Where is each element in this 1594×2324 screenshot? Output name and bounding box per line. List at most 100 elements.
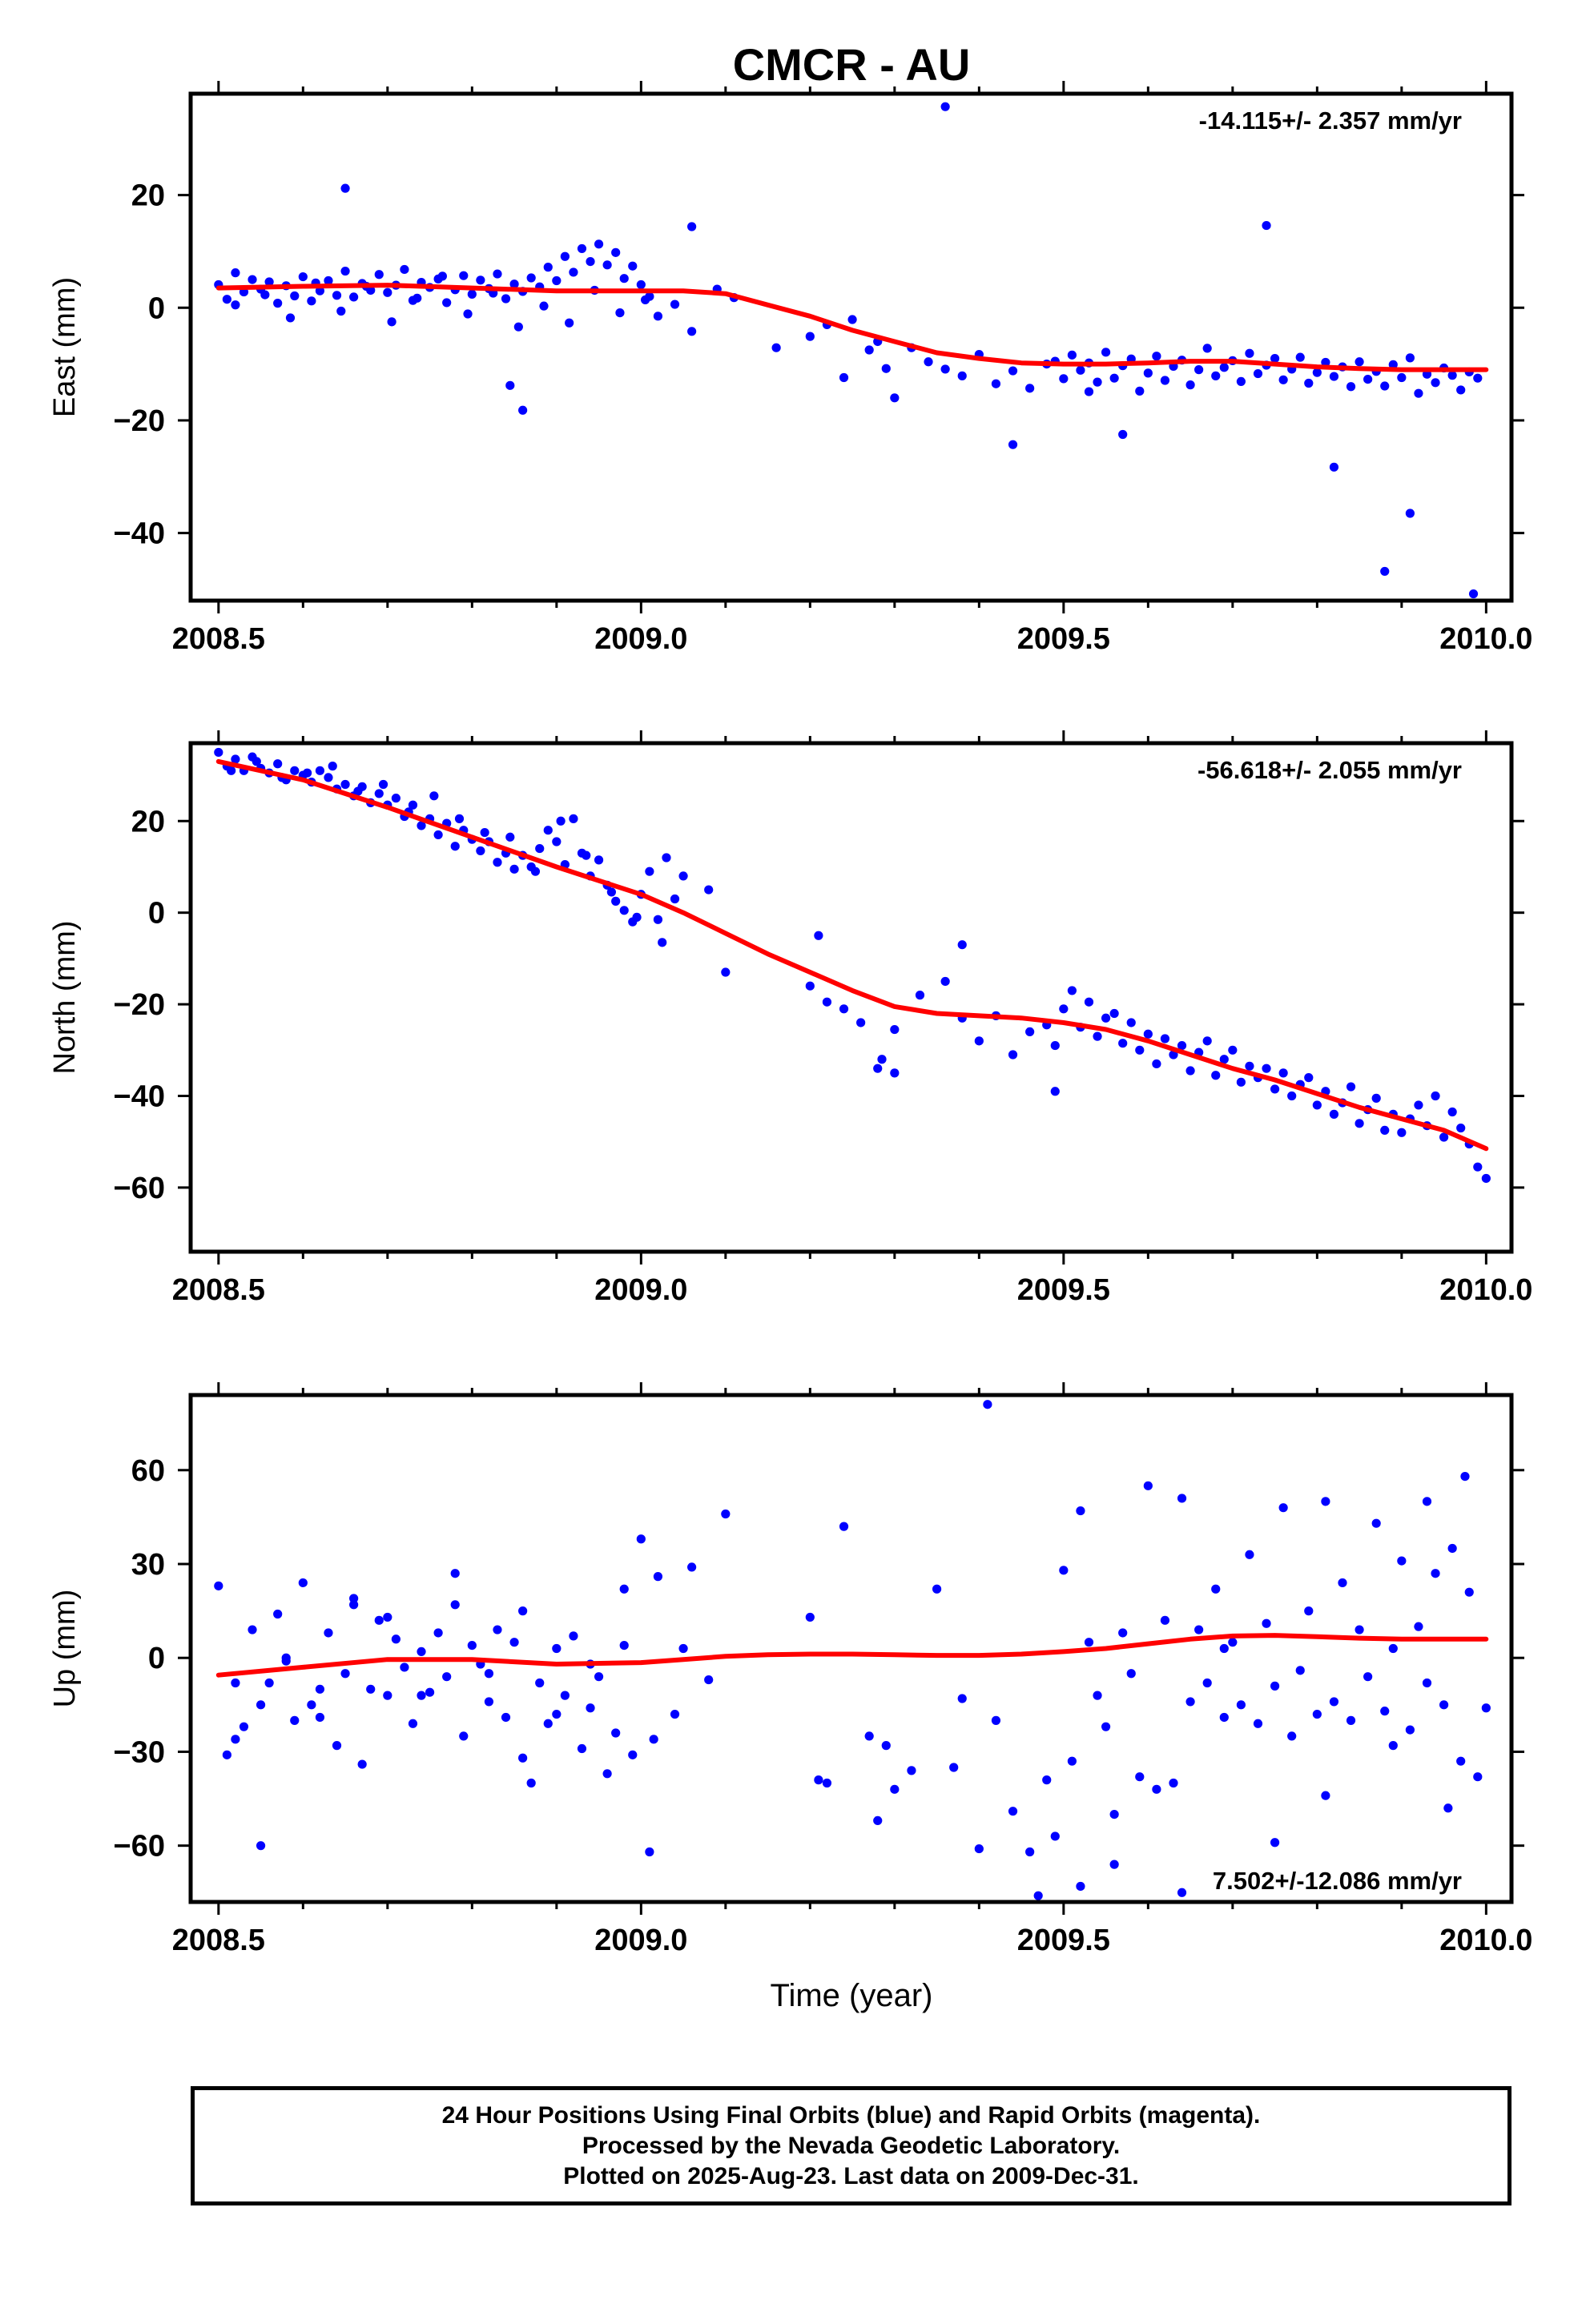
data-point <box>315 766 325 775</box>
data-point <box>721 1509 731 1519</box>
data-point <box>1447 1107 1457 1117</box>
data-point <box>611 896 621 906</box>
data-point <box>1447 1543 1457 1554</box>
data-point <box>678 1643 688 1654</box>
data-point <box>1473 1772 1483 1782</box>
data-point <box>1236 1077 1246 1087</box>
data-point <box>413 293 422 303</box>
data-point <box>1076 1506 1085 1516</box>
data-point <box>1093 377 1102 387</box>
data-point <box>400 1663 409 1672</box>
data-point <box>526 273 536 283</box>
data-point <box>1118 429 1128 440</box>
data-point <box>1245 1061 1254 1071</box>
data-point <box>1211 1071 1221 1080</box>
data-point <box>1287 1091 1297 1101</box>
data-point <box>248 275 257 284</box>
data-point <box>231 1678 240 1688</box>
data-point <box>340 183 350 193</box>
data-point <box>1160 376 1170 385</box>
panel-up: 2008.5 2009.0 2009.5 2010.0 60 30 0 −30 −60 Up (m… <box>48 1382 1532 1957</box>
data-point <box>340 266 350 276</box>
data-point <box>1338 1578 1347 1588</box>
data-point <box>349 292 359 302</box>
data-point <box>476 275 485 285</box>
data-point <box>1228 1638 1238 1647</box>
data-point <box>1219 1712 1229 1723</box>
data-point <box>1278 1068 1288 1078</box>
data-point <box>408 800 418 810</box>
data-point <box>231 1735 240 1744</box>
data-point <box>940 102 950 111</box>
y-tick-label: −40 <box>114 517 165 551</box>
data-point <box>864 1731 874 1741</box>
footer-line-3: Plotted on 2025-Aug-23. Last data on 200… <box>563 2162 1139 2189</box>
x-axis-label: Time (year) <box>771 1978 933 2013</box>
data-point <box>1152 1059 1161 1069</box>
data-point <box>636 279 646 290</box>
data-point <box>1245 1550 1254 1559</box>
y-tick-label: −20 <box>114 988 165 1022</box>
data-point <box>1025 1027 1035 1037</box>
data-point <box>1295 1666 1305 1675</box>
data-point <box>505 832 515 842</box>
data-point <box>1439 1700 1449 1710</box>
data-point <box>256 1700 266 1710</box>
data-point <box>1219 1055 1229 1064</box>
y-tick-label: −60 <box>114 1172 165 1205</box>
data-point <box>552 837 562 846</box>
data-point <box>513 322 523 332</box>
data-point <box>484 1697 494 1707</box>
data-point <box>1354 1625 1364 1634</box>
data-point <box>1008 366 1018 376</box>
y-tick-label: 60 <box>131 1454 165 1488</box>
data-point <box>1312 1100 1322 1110</box>
data-point <box>645 866 654 876</box>
data-point <box>357 1759 367 1769</box>
data-point <box>450 1600 460 1610</box>
data-point <box>450 1569 460 1578</box>
data-point <box>1050 1831 1060 1841</box>
data-point <box>864 345 874 355</box>
fit-line <box>215 1633 1489 1678</box>
data-point <box>1135 386 1145 396</box>
data-point <box>1169 1050 1178 1059</box>
data-point <box>1278 375 1288 384</box>
data-point <box>991 379 1001 388</box>
footer-line-2: Processed by the Nevada Geodetic Laborat… <box>582 2132 1121 2159</box>
data-point <box>1321 1791 1330 1800</box>
data-point <box>1008 1807 1018 1816</box>
data-point <box>281 1653 291 1663</box>
plot-frame <box>188 741 1514 1254</box>
data-point <box>1431 378 1440 388</box>
data-point <box>890 1784 900 1794</box>
data-point <box>1262 1063 1271 1073</box>
data-point <box>839 1004 849 1014</box>
data-point <box>890 1024 900 1035</box>
plot-frame <box>188 1393 1514 1904</box>
data-point <box>387 317 396 327</box>
y-tick-label: 20 <box>131 805 165 838</box>
data-point <box>543 1719 553 1728</box>
data-point <box>315 1684 325 1694</box>
data-point <box>501 294 511 304</box>
data-point <box>400 264 409 275</box>
data-point <box>1354 1119 1364 1128</box>
data-point <box>1414 1622 1423 1631</box>
data-point <box>252 757 261 766</box>
x-tick-label: 2008.5 <box>172 1273 265 1307</box>
data-point <box>1456 1756 1466 1766</box>
data-point <box>349 1600 359 1610</box>
data-point <box>1084 997 1094 1007</box>
data-point <box>290 291 300 301</box>
data-point <box>556 816 566 826</box>
data-point <box>248 1625 257 1634</box>
data-point <box>1211 1584 1221 1594</box>
data-point <box>653 915 663 924</box>
data-point <box>560 251 570 261</box>
data-point <box>535 843 545 854</box>
data-point <box>374 270 384 279</box>
x-tick-label: 2009.5 <box>1017 622 1110 656</box>
y-axis-label: North (mm) <box>48 920 82 1074</box>
